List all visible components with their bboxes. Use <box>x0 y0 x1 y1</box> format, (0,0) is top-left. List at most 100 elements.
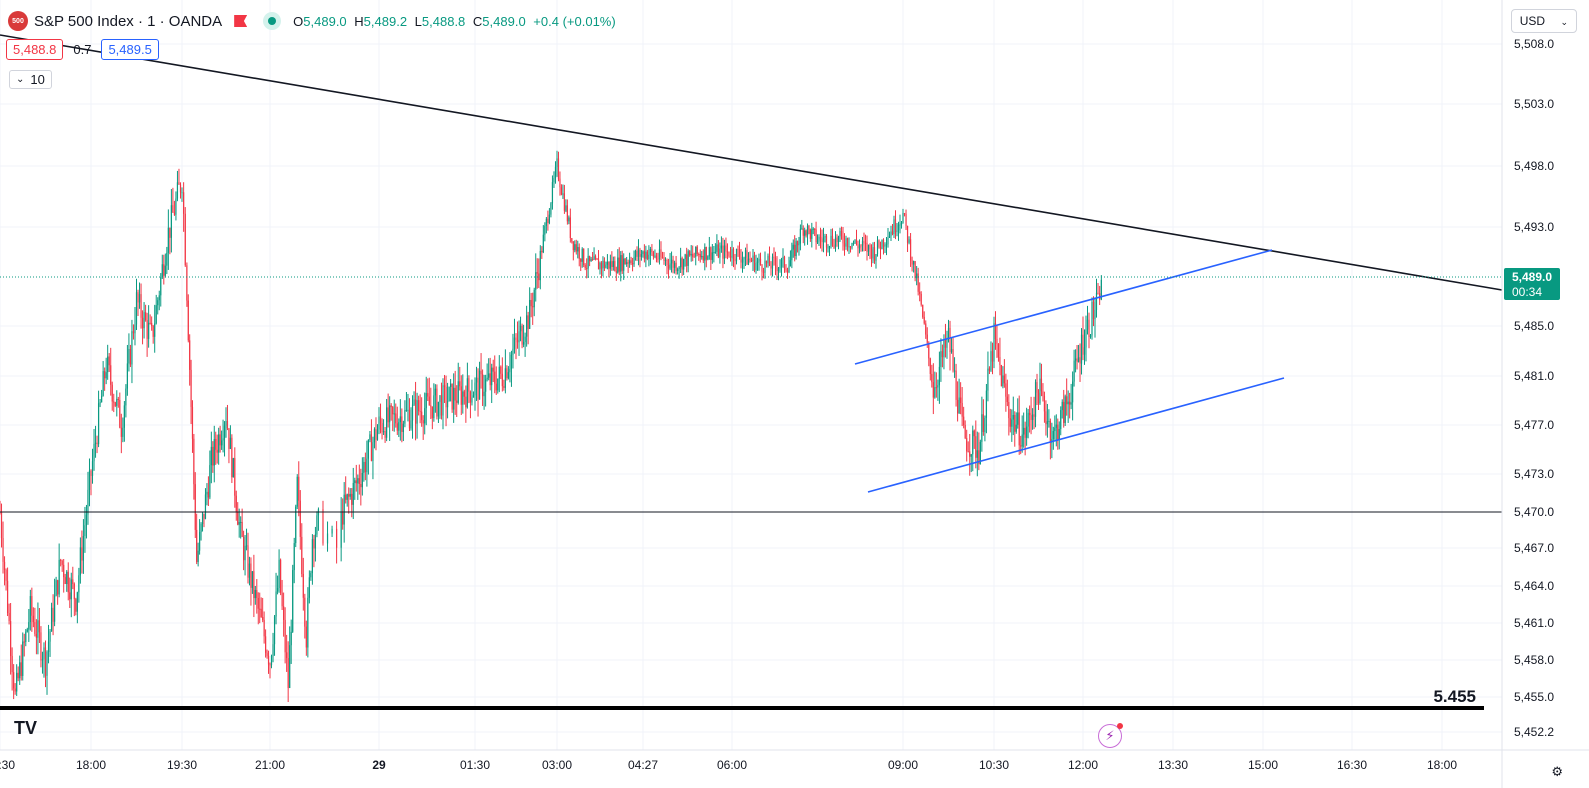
candle-series <box>0 150 1102 703</box>
candle-body <box>547 218 549 224</box>
candle-body <box>469 391 472 403</box>
candle-body <box>882 239 885 247</box>
candle-body <box>125 388 127 406</box>
candle-body <box>594 256 597 259</box>
x-tick-label: 21:00 <box>255 758 285 772</box>
candle-body <box>14 688 16 692</box>
flag-icon[interactable] <box>234 15 248 27</box>
candle-body <box>1100 279 1102 300</box>
candle-body <box>381 423 383 433</box>
candle-body <box>722 245 724 259</box>
candle-body <box>855 239 858 245</box>
market-status-icon[interactable] <box>263 12 282 30</box>
candle-body <box>854 239 856 243</box>
candle-body <box>72 579 74 584</box>
candle-body <box>845 238 847 247</box>
x-tick-label: 06:00 <box>717 758 747 772</box>
candle-body <box>548 214 551 224</box>
candle-body <box>821 239 823 243</box>
y-tick-label: 5,503.0 <box>1514 97 1554 111</box>
symbol-title[interactable]: S&P 500 Index · 1 · OANDA <box>34 12 223 30</box>
candle-body <box>1030 415 1032 420</box>
candle-body <box>1088 319 1090 337</box>
time-axis: 16:30 18:00 19:30 21:00 29 01:30 03:00 04:27 06:… <box>0 749 1589 772</box>
candle-body <box>31 596 33 616</box>
candle-body <box>2 537 4 562</box>
x-tick-label: 16:30 <box>0 758 15 772</box>
candle-body <box>43 647 45 660</box>
candle-body <box>22 641 24 676</box>
candle-body <box>872 247 874 259</box>
candle-body <box>857 244 859 249</box>
candle-body <box>393 413 395 415</box>
candle-body <box>234 458 236 496</box>
candle-body <box>970 454 972 457</box>
candle-body <box>782 256 784 260</box>
candle-body <box>818 236 820 242</box>
chevron-down-icon: ⌄ <box>16 74 25 85</box>
candle-body <box>1091 301 1093 336</box>
x-tick-label: 18:00 <box>76 758 106 772</box>
indicators-count: 10 <box>30 72 45 87</box>
indicators-toggle[interactable]: ⌄ 10 <box>9 70 52 89</box>
candle-body <box>792 244 794 250</box>
candle-body <box>169 227 171 238</box>
tradingview-logo[interactable]: TV <box>14 718 38 738</box>
candle-body <box>79 547 81 576</box>
candle-body <box>267 655 270 665</box>
candle-body <box>1045 411 1047 425</box>
candle-body <box>584 265 586 269</box>
candle-body <box>738 250 741 258</box>
candle-body <box>279 559 282 593</box>
candle-body <box>216 449 218 453</box>
price-axis: 5,508.0 5,503.0 5,498.0 5,493.0 5,485.0 5,481… <box>1501 0 1554 788</box>
candle-body <box>108 356 110 366</box>
candle-body <box>1054 427 1056 432</box>
candle-body <box>91 461 94 476</box>
candle-body <box>131 331 133 365</box>
candle-body <box>134 324 136 334</box>
candle-body <box>572 241 574 251</box>
sell-button[interactable]: 5,488.8 <box>6 39 64 60</box>
candle-body <box>504 368 506 388</box>
candle-body <box>58 559 60 595</box>
candle-body <box>399 416 401 423</box>
candle-body <box>140 294 142 318</box>
candle-body <box>704 246 706 261</box>
candle-body <box>783 256 786 269</box>
candle-body <box>1029 412 1031 416</box>
candle-body <box>41 659 44 661</box>
candle-body <box>513 337 516 349</box>
candle-body <box>740 257 742 263</box>
lightning-icon[interactable]: ⚡ <box>1098 723 1123 748</box>
candle-body <box>888 236 891 238</box>
candle-body <box>746 250 748 265</box>
candle-body <box>507 372 510 379</box>
candle-body <box>475 377 478 383</box>
candle-body <box>1076 358 1078 362</box>
candle-body <box>17 672 19 679</box>
candle-body <box>645 251 647 259</box>
candle-body <box>101 395 103 403</box>
candle-body <box>457 381 459 403</box>
candle-body <box>495 383 497 391</box>
candle-body <box>842 235 844 244</box>
candle-body <box>705 246 707 260</box>
candle-body <box>94 442 97 444</box>
candle-body <box>1052 431 1054 440</box>
candle-body <box>434 388 436 396</box>
candle-body <box>40 632 42 661</box>
candle-body <box>1073 360 1075 382</box>
candle-body <box>346 494 348 500</box>
currency-select[interactable]: USD ⌄ <box>1510 9 1577 33</box>
candle-body <box>25 631 27 642</box>
candle-body <box>88 470 91 490</box>
candle-body <box>753 255 756 271</box>
candle-body <box>229 437 231 449</box>
gear-icon[interactable]: ⚙ <box>1551 764 1563 779</box>
candle-body <box>78 575 80 593</box>
buy-button[interactable]: 5,489.5 <box>101 39 159 60</box>
candle-body <box>920 293 922 305</box>
candle-body <box>67 571 69 593</box>
